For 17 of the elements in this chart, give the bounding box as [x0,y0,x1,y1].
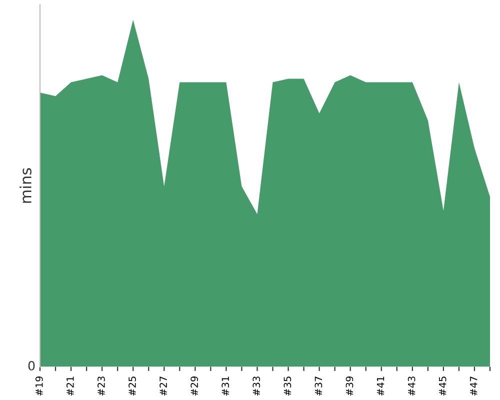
x-tick-label: #43 [408,376,416,396]
x-tick-label: #21 [66,376,74,396]
x-tick-label: #39 [346,376,354,396]
x-tick-label: #45 [439,376,446,396]
x-tick-label: #25 [128,376,136,396]
x-tick-label: #35 [284,376,292,396]
x-tick-label: #33 [252,376,260,396]
x-tick-label: #31 [222,376,230,396]
x-tick-label: #23 [98,376,105,396]
y-axis-title: mins [20,168,32,203]
x-tick-label: #37 [314,376,322,396]
x-tick-label: #19 [35,376,43,396]
x-tick-label: #47 [470,376,478,396]
x-tick-label: #41 [376,376,384,396]
x-tick-label: #29 [190,376,198,396]
x-tick-label: #27 [160,376,167,396]
annotation: 0 [28,360,35,370]
